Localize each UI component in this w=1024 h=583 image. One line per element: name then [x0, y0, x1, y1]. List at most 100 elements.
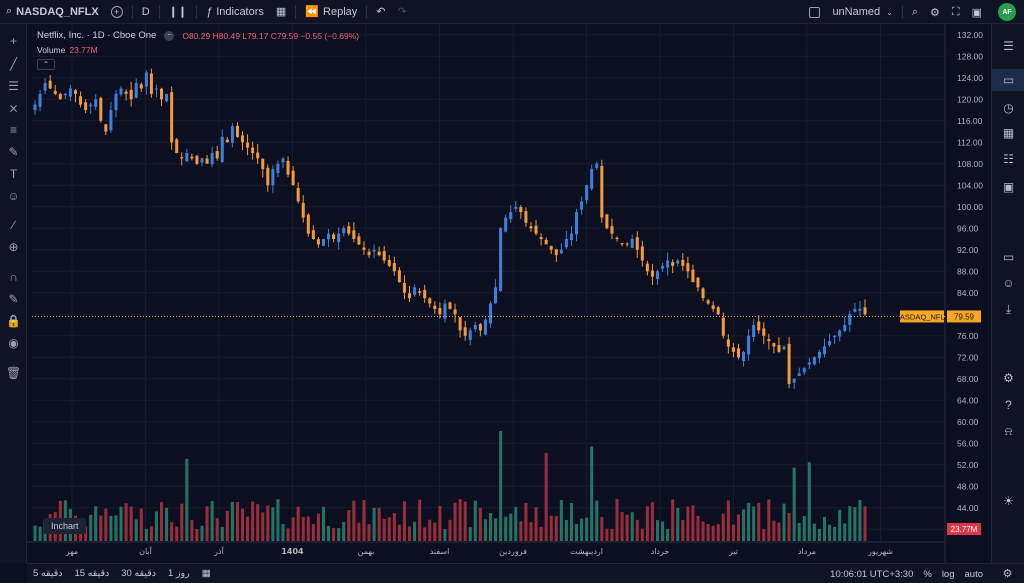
compare-button[interactable]: + [105, 0, 129, 24]
crosshair-icon[interactable]: + [9, 34, 17, 48]
eye-icon[interactable]: ◉ [8, 336, 19, 350]
trend-line-icon[interactable]: ╱ [9, 57, 18, 71]
date-range-icon[interactable]: ▦ [201, 568, 211, 579]
layout-checkbox[interactable] [803, 0, 826, 24]
range-30m[interactable]: 30 دقیقه [121, 568, 157, 579]
volume-bar [175, 526, 179, 541]
volume-bar [84, 526, 88, 541]
bell-icon[interactable]: ⍾ [1004, 423, 1013, 438]
volume-bar [802, 516, 806, 541]
undo-button[interactable]: ↶ [370, 0, 391, 24]
indicators-button[interactable]: ƒ Indicators [200, 0, 270, 24]
fullscreen-button[interactable]: ⛶ [946, 0, 966, 24]
volume-bar [342, 522, 346, 541]
volume-bar [352, 500, 356, 541]
menu-icon[interactable]: ☰ [1003, 39, 1014, 53]
volume-label: Volume [37, 45, 66, 55]
percent-toggle[interactable]: % [923, 568, 932, 580]
candle-body [726, 339, 730, 347]
redo-button[interactable]: ↷ [391, 0, 412, 24]
quick-search-button[interactable]: ⌕ [906, 0, 924, 24]
volume-bar [372, 507, 376, 541]
last-price-tag-bg [947, 310, 981, 323]
volume-bar [402, 501, 406, 541]
candle-body [585, 185, 589, 201]
wallet-icon[interactable]: ▭ [1002, 250, 1015, 264]
candle-body [519, 207, 523, 213]
legend-title: Netflix, Inc. · 1D · Cboe One [37, 30, 157, 41]
price-chart[interactable]: 132.00 128.00 124.00 120.00 116.00 112.00 108.… [27, 24, 991, 563]
price-tick-label: 52.00 [957, 460, 979, 470]
gear-icon[interactable]: ⚙ [1003, 371, 1014, 385]
candle-body [731, 347, 735, 352]
volume-bar [645, 506, 649, 541]
interval-button[interactable]: D [141, 5, 150, 18]
settings-button[interactable]: ⚙ [924, 0, 946, 24]
replay-button[interactable]: ⏪ Replay [299, 0, 363, 24]
news-icon[interactable]: ☷ [1003, 152, 1014, 166]
volume-bar [134, 519, 138, 541]
sun-icon[interactable]: ☀ [1003, 494, 1014, 508]
candle-body [291, 170, 295, 186]
layout-menu[interactable]: unNamed ⌄ [826, 0, 898, 24]
volume-bar [397, 524, 401, 541]
volume-bar [848, 506, 852, 541]
log-toggle[interactable]: log [941, 568, 955, 580]
trash-icon[interactable]: 🗑 [5, 366, 22, 380]
legend-menu-icon[interactable]: − [164, 30, 175, 41]
text-icon[interactable]: T [9, 167, 18, 181]
fib-icon[interactable]: ≡ [9, 123, 17, 137]
chart-type-button[interactable]: ❙❙ [163, 0, 193, 24]
lock-drawings-icon[interactable]: ✎ [8, 292, 19, 306]
snapshot-button[interactable]: ▣ [966, 0, 988, 24]
volume-bar [549, 515, 553, 541]
candle-body [79, 96, 83, 105]
green-app-icon[interactable]: ▣ [1002, 180, 1015, 194]
camera-icon: ▣ [971, 6, 982, 19]
candle-body [104, 124, 108, 132]
time-tick-label: آبان [139, 546, 153, 556]
candle-body [661, 265, 665, 269]
volume-bar [433, 522, 437, 541]
avatar[interactable]: AF [998, 3, 1016, 21]
lock-icon[interactable]: 🔒 [6, 314, 21, 328]
volume-bar [595, 500, 599, 541]
axis-settings-button[interactable]: ⚙ [991, 563, 1024, 583]
calendar-icon[interactable]: ▦ [1002, 126, 1015, 140]
watermark-logo: Inchart [44, 518, 86, 534]
clock-time[interactable]: 10:06:01 UTC+3:30 [830, 568, 914, 580]
help-icon[interactable]: ? [1005, 398, 1012, 412]
emoji-icon[interactable]: ☺ [7, 189, 20, 203]
volume-bar [215, 518, 219, 541]
candle-body [650, 270, 654, 277]
brush-icon[interactable]: ✎ [8, 145, 19, 159]
candle-body [367, 251, 371, 256]
ruler-icon[interactable]: ∕ [12, 218, 15, 232]
download-icon[interactable]: ⤓ [1005, 301, 1012, 316]
time-tick-label: مهر [65, 547, 78, 556]
candle-body [843, 325, 847, 331]
magnet-icon[interactable]: ∩ [9, 270, 18, 284]
zoom-in-icon[interactable]: ⊕ [8, 240, 19, 254]
volume-bar [443, 528, 447, 541]
range-1d[interactable]: 1 روز [168, 568, 190, 579]
symbol-search[interactable]: ⌕ NASDAQ_NFLX [0, 0, 105, 24]
clock-icon[interactable]: ◷ [1003, 101, 1014, 115]
candle-body [149, 73, 153, 94]
pattern-icon[interactable]: ⨯ [8, 101, 19, 115]
volume-bar [144, 528, 148, 541]
volume-bar [230, 501, 234, 541]
candle-body [53, 90, 57, 94]
range-15m[interactable]: 15 دقیقه [74, 568, 110, 579]
range-5m[interactable]: 5 دقیقه [33, 568, 63, 579]
volume-bar [332, 528, 336, 541]
auto-toggle[interactable]: auto [964, 568, 984, 580]
volume-bar [104, 508, 108, 541]
candle-body [397, 270, 401, 282]
watchlist-icon[interactable]: ▭ [992, 69, 1024, 91]
user-icon[interactable]: ☺ [1002, 276, 1015, 290]
templates-button[interactable]: ▦ [270, 0, 292, 24]
rewind-icon: ⏪ [305, 6, 320, 18]
horizontal-lines-icon[interactable]: ☰ [8, 79, 19, 93]
collapse-legend-button[interactable]: ⌃ [37, 59, 55, 70]
